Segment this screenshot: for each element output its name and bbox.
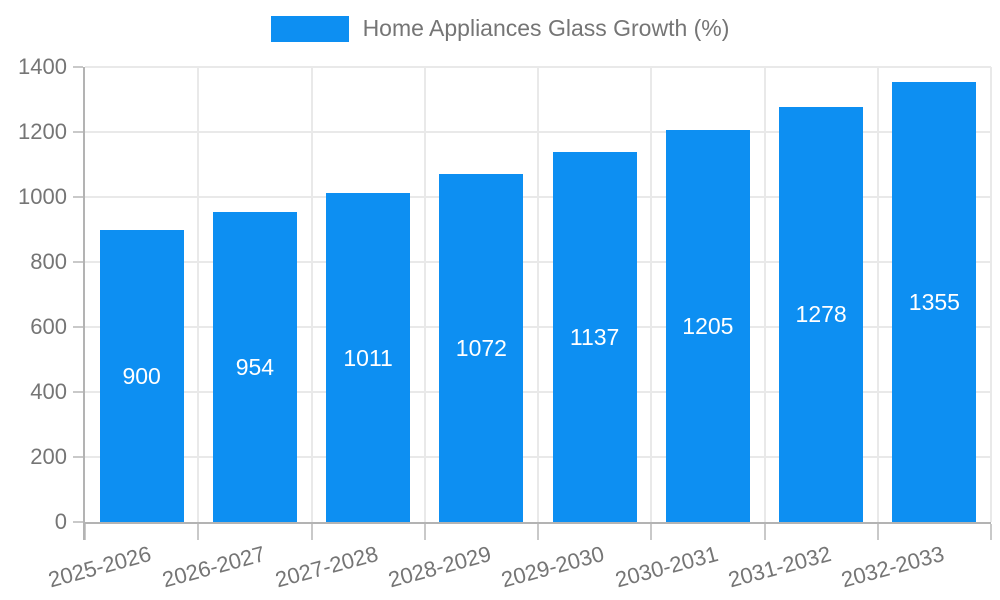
x-axis-tick — [310, 524, 313, 540]
bar-value-label: 1355 — [908, 288, 960, 315]
x-axis-tick — [84, 524, 86, 540]
y-tick-label: 1200 — [18, 119, 67, 144]
y-tick-label: 1000 — [18, 184, 67, 209]
x-axis-tick — [650, 524, 653, 540]
bar[interactable] — [212, 211, 297, 522]
y-axis-tick — [73, 261, 83, 263]
x-tick-label: 2025-2026 — [45, 541, 155, 593]
bar-value-label: 954 — [235, 353, 275, 380]
gridline-vertical — [537, 67, 539, 522]
legend-label: Home Appliances Glass Growth (%) — [362, 15, 730, 41]
y-tick-label: 400 — [30, 379, 67, 404]
bar[interactable] — [779, 106, 864, 522]
bar[interactable] — [552, 152, 637, 522]
y-tick-label: 200 — [30, 444, 67, 469]
y-axis-tick — [73, 391, 83, 393]
bar[interactable] — [99, 229, 184, 522]
bar[interactable] — [326, 193, 411, 522]
x-tick-label: 2032-2033 — [838, 541, 947, 593]
x-axis-tick — [990, 524, 992, 540]
gridline-vertical — [990, 67, 992, 522]
x-axis-tick — [197, 524, 200, 540]
legend[interactable]: Home Appliances Glass Growth (%) — [0, 15, 1000, 42]
plot-area: 0 200 400 600 800 1000 1200 1400 900 2025-2026 954… — [18, 55, 992, 592]
gridline-vertical — [423, 67, 426, 522]
bar[interactable] — [439, 173, 524, 522]
gridline-vertical — [310, 67, 313, 522]
y-axis-tick — [73, 66, 83, 68]
bar-value-label: 1278 — [795, 301, 847, 328]
y-tick-label: 0 — [54, 509, 67, 534]
x-tick-label: 2026-2027 — [159, 541, 268, 593]
bar[interactable] — [665, 130, 750, 522]
x-axis-tick — [537, 524, 539, 540]
gridline-vertical — [763, 67, 766, 522]
bar-value-label: 1137 — [569, 324, 620, 351]
y-axis-tick — [73, 521, 83, 523]
bar-value-label: 1205 — [682, 313, 734, 340]
bar-value-label: 1011 — [343, 344, 393, 371]
x-tick-label: 2029-2030 — [498, 541, 608, 593]
x-axis-tick — [423, 524, 426, 540]
x-tick-label: 2027-2028 — [272, 541, 381, 593]
bar[interactable] — [892, 81, 977, 522]
y-tick-label: 1400 — [18, 54, 67, 79]
bar-value-label: 1072 — [455, 334, 507, 361]
y-axis-tick — [73, 196, 83, 198]
x-tick-label: 2030-2031 — [612, 541, 721, 593]
legend-swatch — [270, 15, 349, 42]
y-axis — [83, 67, 85, 540]
gridline-vertical — [650, 67, 653, 522]
y-axis-tick — [73, 456, 83, 458]
y-axis-tick — [73, 131, 83, 133]
x-axis-tick — [876, 524, 879, 540]
bar-value-label: 900 — [122, 362, 161, 389]
gridline-vertical — [197, 67, 200, 522]
x-axis — [83, 522, 991, 524]
gridline-vertical — [876, 67, 879, 522]
x-axis-tick — [763, 524, 766, 540]
y-tick-label: 800 — [30, 249, 67, 274]
x-tick-label: 2031-2032 — [725, 541, 834, 593]
y-tick-label: 600 — [30, 314, 67, 339]
y-axis-tick — [73, 326, 83, 328]
x-tick-label: 2028-2029 — [385, 541, 494, 593]
